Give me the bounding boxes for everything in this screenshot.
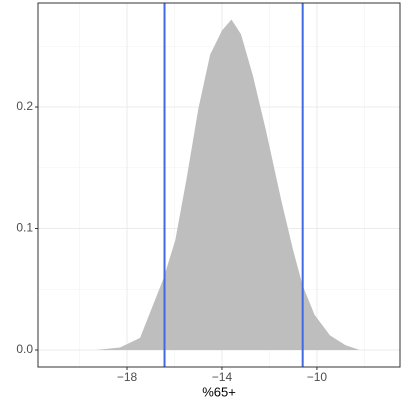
y-tick-label: 0.2 <box>16 99 33 113</box>
panel-border <box>37 2 401 368</box>
y-tick-label: 0.1 <box>16 221 33 235</box>
x-tick-label: −18 <box>117 370 138 384</box>
y-tick-label: 0.0 <box>16 342 33 356</box>
x-tick-label: −10 <box>307 370 328 384</box>
x-axis-title: %65+ <box>202 384 236 399</box>
density-area <box>96 19 360 350</box>
x-tick-label: −14 <box>212 370 233 384</box>
